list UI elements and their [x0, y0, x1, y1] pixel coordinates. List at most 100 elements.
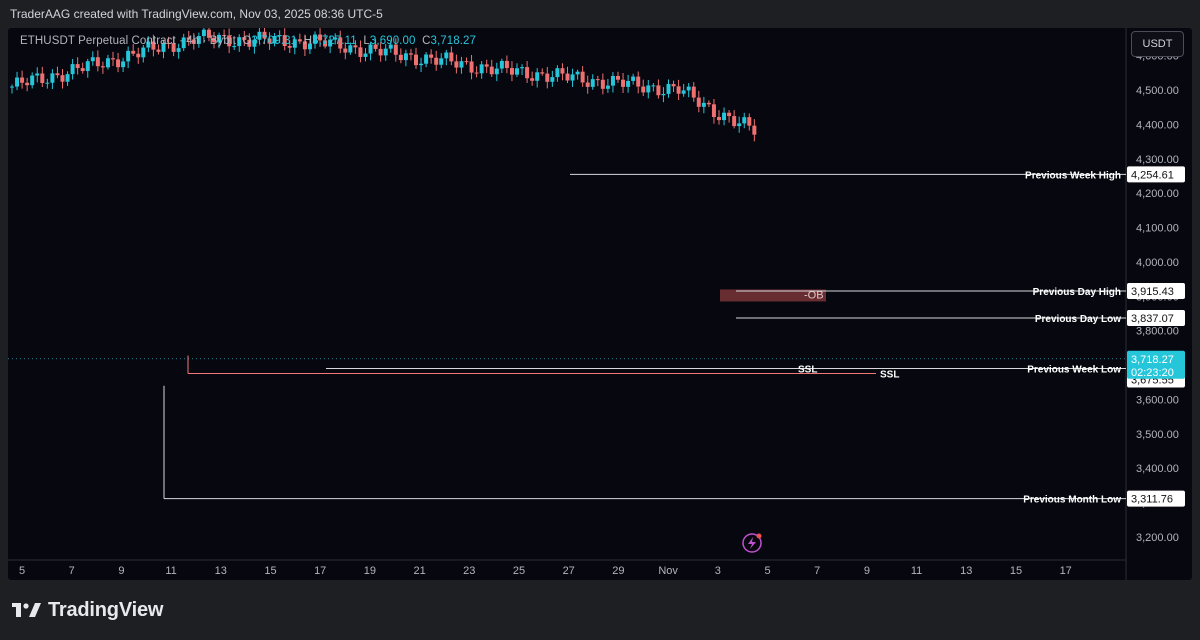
x-tick-label: 5 [764, 565, 770, 577]
x-tick-label: 7 [69, 565, 75, 577]
candle-body [338, 37, 343, 49]
price-chart[interactable]: 3,200.003,300.003,400.003,500.003,600.00… [8, 28, 1192, 580]
candle-body [55, 73, 60, 76]
candle-body [232, 46, 237, 48]
currency-button[interactable]: USDT [1131, 31, 1184, 57]
candle-body [444, 52, 449, 59]
level-price-value: 3,311.76 [1131, 494, 1173, 506]
open-value: 3,709.31 [251, 35, 298, 47]
candle-body [302, 41, 307, 50]
candle-body [499, 60, 504, 69]
candle-body [711, 104, 716, 118]
candle-body [323, 40, 328, 47]
x-tick-label: 21 [413, 565, 425, 577]
ssl-label: SSL [880, 369, 899, 380]
candle-body [206, 29, 211, 38]
candle-body [626, 80, 631, 87]
candle-body [747, 117, 752, 126]
candle-body [186, 37, 191, 40]
candle-body [136, 53, 141, 58]
level-price-value: 3,915.43 [1131, 286, 1174, 298]
lightning-bolt-icon [748, 537, 756, 549]
candle-body [696, 97, 701, 107]
y-tick-label: 3,200.00 [1136, 532, 1179, 544]
candle-body [105, 58, 110, 68]
candle-body [454, 61, 459, 68]
candle-body [600, 79, 605, 89]
candle-body [545, 73, 550, 82]
candle-body [161, 42, 166, 52]
candle-body [272, 36, 277, 44]
candle-body [429, 54, 434, 58]
candle-body [45, 82, 50, 84]
ssl-annotation: SSL [798, 365, 817, 376]
order-block-zone [720, 289, 826, 302]
candle-body [535, 72, 540, 81]
candle-body [605, 85, 610, 89]
candle-body [717, 117, 721, 121]
order-block-label: -OB [804, 289, 824, 301]
candle-body [166, 42, 171, 44]
x-tick-label: 15 [264, 565, 276, 577]
candle-body [408, 53, 413, 55]
candle-body [287, 46, 292, 48]
x-tick-label: 15 [1010, 565, 1022, 577]
x-tick-label: 7 [814, 565, 820, 577]
y-tick-label: 4,400.00 [1136, 119, 1179, 131]
candle-body [737, 123, 742, 127]
candle-body [681, 90, 686, 94]
candle-body [509, 68, 514, 75]
candle-body [343, 48, 348, 53]
x-tick-label: 3 [715, 565, 721, 577]
tradingview-logo-icon [12, 603, 41, 617]
candle-body [555, 68, 560, 78]
level-label: Previous Week High [1025, 170, 1121, 181]
candle-body [706, 102, 711, 105]
y-tick-label: 4,000.00 [1136, 257, 1179, 269]
candle-body [676, 86, 681, 94]
candle-body [348, 45, 353, 53]
candle-body [383, 48, 388, 56]
candle-body [25, 82, 30, 86]
candle-body [146, 41, 151, 48]
candle-body [100, 66, 105, 68]
close-value: 3,718.27 [430, 35, 477, 47]
x-tick-label: 11 [911, 565, 922, 577]
x-tick-label: 25 [513, 565, 525, 577]
level-price-box [1127, 283, 1185, 300]
x-tick-label: 17 [314, 565, 326, 577]
lightning-icon [742, 533, 762, 553]
candle-body [570, 74, 575, 81]
x-tick-label: 5 [19, 565, 25, 577]
candle-body [580, 71, 585, 83]
candle-body [242, 37, 247, 40]
y-tick-label: 3,400.00 [1136, 463, 1179, 475]
candle-body [565, 73, 570, 81]
candle-body [30, 75, 35, 86]
candle-body [489, 66, 494, 75]
y-tick-label: 3,800.00 [1136, 326, 1179, 338]
candle-body [595, 79, 600, 81]
candle-body [656, 85, 661, 96]
candle-body [121, 61, 126, 68]
candle-body [50, 73, 55, 83]
y-tick-label: 4,100.00 [1136, 223, 1179, 235]
candle-body [171, 43, 176, 52]
chart-panel[interactable]: 3,200.003,300.003,400.003,500.003,600.00… [8, 28, 1192, 580]
candle-body [530, 78, 535, 81]
candle-body [636, 76, 641, 87]
candle-body [424, 54, 429, 64]
candle-body [727, 112, 732, 117]
level-price-box [1127, 490, 1185, 507]
candle-body [368, 44, 373, 54]
brand-name: TradingView [48, 599, 164, 621]
candle-body [75, 64, 80, 69]
x-tick-label: 13 [960, 565, 972, 577]
open-label: O [242, 35, 252, 47]
candle-body [459, 61, 464, 68]
candle-body [222, 34, 227, 36]
candle-body [590, 79, 595, 87]
x-tick-label: 9 [864, 565, 870, 577]
candle-body [434, 57, 439, 65]
candle-body [701, 102, 706, 107]
